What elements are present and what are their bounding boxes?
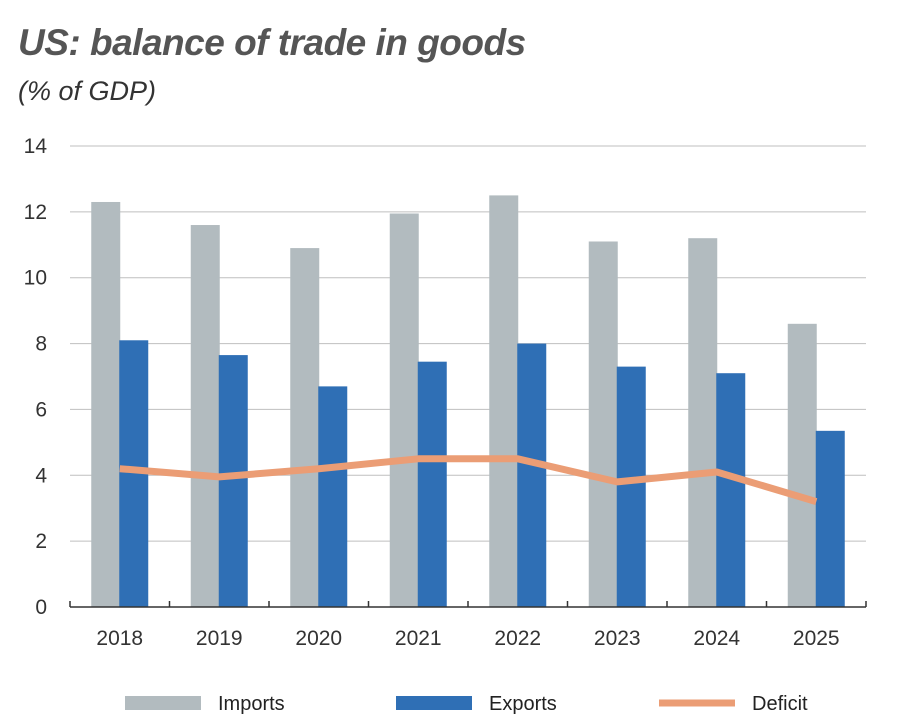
x-tick-label: 2024 bbox=[693, 627, 740, 650]
y-tick-label: 2 bbox=[35, 530, 47, 553]
x-tick-label: 2023 bbox=[594, 627, 641, 650]
x-tick-label: 2025 bbox=[793, 627, 840, 650]
bar-exports-2020 bbox=[318, 386, 347, 607]
y-tick-label: 6 bbox=[35, 398, 47, 421]
y-axis-ticks: 0 2 4 6 8 10 12 14 bbox=[24, 135, 48, 619]
legend: Imports Exports Deficit bbox=[125, 693, 808, 715]
x-tick-label: 2018 bbox=[96, 627, 143, 650]
x-tick-label: 2020 bbox=[295, 627, 342, 650]
legend-item-imports: Imports bbox=[125, 693, 285, 715]
y-tick-label: 12 bbox=[24, 201, 47, 224]
bar-imports-2018 bbox=[91, 202, 120, 607]
bar-imports-2021 bbox=[390, 214, 419, 607]
x-tick-label: 2019 bbox=[196, 627, 243, 650]
y-tick-label: 0 bbox=[35, 596, 47, 619]
bar-exports-2019 bbox=[219, 355, 248, 607]
legend-label: Deficit bbox=[752, 693, 808, 715]
y-tick-label: 10 bbox=[24, 267, 47, 290]
bar-imports-2025 bbox=[788, 324, 817, 607]
x-tick-label: 2022 bbox=[494, 627, 541, 650]
y-tick-label: 8 bbox=[35, 333, 47, 356]
bars bbox=[91, 195, 845, 607]
legend-item-exports: Exports bbox=[396, 693, 557, 715]
bar-exports-2023 bbox=[617, 367, 646, 607]
y-tick-label: 14 bbox=[24, 135, 48, 158]
x-tick-label: 2021 bbox=[395, 627, 442, 650]
legend-label: Exports bbox=[489, 693, 557, 715]
bar-exports-2022 bbox=[517, 344, 546, 607]
bar-imports-2024 bbox=[688, 238, 717, 607]
bar-exports-2021 bbox=[418, 362, 447, 607]
bar-imports-2022 bbox=[489, 195, 518, 607]
bar-imports-2019 bbox=[191, 225, 220, 607]
legend-swatch bbox=[396, 696, 472, 710]
y-tick-label: 4 bbox=[35, 464, 47, 487]
bar-imports-2023 bbox=[589, 241, 618, 607]
legend-swatch bbox=[125, 696, 201, 710]
x-axis bbox=[70, 601, 866, 607]
chart-area: 0 2 4 6 8 10 12 14 2018 2019 2020 2021 2022 2023 2024… bbox=[0, 0, 908, 723]
bar-exports-2025 bbox=[816, 431, 845, 607]
legend-item-deficit: Deficit bbox=[659, 693, 808, 715]
bar-imports-2020 bbox=[290, 248, 319, 607]
legend-label: Imports bbox=[218, 693, 285, 715]
x-axis-ticks: 2018 2019 2020 2021 2022 2023 2024 2025 bbox=[96, 627, 839, 650]
bar-exports-2024 bbox=[716, 373, 745, 607]
